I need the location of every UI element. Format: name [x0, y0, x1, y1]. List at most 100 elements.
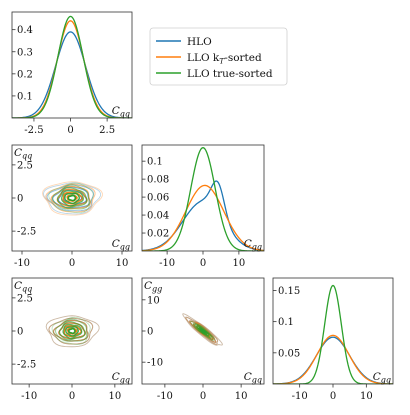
x-tick-label: 10 [235, 391, 248, 402]
legend-label-llo-kt: LLO kT-sorted [187, 52, 262, 66]
panel-cgq-marginal: -10 0 10 0.05 0.1 0.15 Cgq [272, 277, 394, 402]
series-llo-true-sorted-contours [48, 182, 94, 214]
x-tick-label: -10 [21, 391, 37, 402]
contour-level [48, 317, 94, 345]
x-tick-label: 10 [116, 258, 129, 269]
x-tick-label: 0 [200, 391, 206, 402]
panel-cqq-marginal: -2.5 0 2.5 0.1 0.2 0.3 0.4 Cqq [11, 11, 133, 136]
panel-cgq-vs-cqq: -10 0 10 -2.5 0 2.5 Cgq Cqq [11, 277, 133, 402]
y-tick-label: 0.05 [278, 348, 300, 359]
x-tick-label: 0 [200, 258, 206, 269]
x-tick-label: -10 [292, 391, 308, 402]
contour-level [190, 320, 216, 342]
y-tick-label: 0 [17, 327, 23, 338]
y-tick-label: 2.5 [17, 160, 33, 171]
legend-label-hlo: HLO [187, 36, 212, 48]
y-tick-label: -2.5 [17, 360, 36, 371]
axes-frame [11, 11, 133, 119]
plot-area [41, 181, 103, 216]
x-tick-label: -2.5 [24, 125, 43, 136]
y-tick-label: 0.1 [17, 91, 33, 102]
series-llo-true-sorted-contours [190, 320, 216, 342]
x-tick-label: 10 [233, 258, 246, 269]
contour-level [62, 323, 83, 339]
series-llo-kt-sorted-contours [41, 181, 103, 216]
y-tick-label: 0.02 [147, 229, 169, 240]
series-hlo-line [142, 180, 264, 251]
contour-level [51, 186, 91, 209]
y-tick-label: 0 [147, 327, 153, 338]
y-axis-label: Cqq [14, 280, 32, 294]
legend: HLO LLO kT-sorted LLO true-sorted [149, 27, 288, 86]
x-tick-label: -10 [157, 391, 173, 402]
x-axis-label: Cgq [373, 371, 391, 385]
contour-level [65, 326, 79, 337]
contour-level [41, 181, 103, 216]
contour-level [182, 313, 223, 346]
contour-level [182, 313, 223, 346]
y-tick-label: 0.15 [278, 286, 300, 297]
y-axis-label: Cgg [144, 280, 162, 294]
y-tick-label: -10 [147, 358, 163, 369]
y-tick-label: 2.5 [17, 293, 33, 304]
x-tick-label: -10 [14, 258, 30, 269]
contour-level [48, 182, 94, 214]
contour-level [60, 190, 84, 207]
contour-level [189, 320, 217, 343]
x-tick-label: -10 [159, 258, 175, 269]
x-tick-label: 0 [69, 391, 75, 402]
y-tick-label: 0.08 [147, 175, 169, 186]
y-tick-label: -2.5 [17, 227, 36, 238]
contour-level [46, 184, 95, 212]
contour-level [194, 324, 212, 339]
panel-cgg-marginal: -10 0 10 0.02 0.04 0.06 0.08 0.1 Cgg [141, 144, 265, 269]
x-axis-label: Cgq [112, 371, 130, 385]
legend-label-llo-true: LLO true-sorted [187, 68, 273, 80]
contour-level [68, 327, 76, 335]
y-tick-label: 0 [17, 194, 23, 205]
x-tick-label: 0 [69, 258, 75, 269]
panel-cgq-vs-cgg: -10 0 10 -10 0 10 Cgq Cgg [141, 277, 265, 402]
contour-level [45, 315, 100, 348]
plot-area [45, 315, 100, 348]
y-tick-label: 0.06 [147, 193, 169, 204]
x-tick-label: 10 [360, 391, 373, 402]
series-llo-true-sorted-line [12, 15, 132, 118]
x-tick-label: 0 [67, 125, 73, 136]
series-llo-kt-sorted-contours [45, 315, 100, 348]
contour-level [45, 183, 96, 213]
contour-level [58, 320, 86, 341]
x-axis-label: Cqg [112, 238, 130, 252]
y-tick-label: 0.1 [147, 157, 163, 168]
x-axis-label: Cqq [112, 105, 130, 119]
y-tick-label: 0.04 [147, 211, 169, 222]
series-llo-kt-sorted-line [273, 334, 393, 384]
y-tick-label: 0.4 [17, 25, 33, 36]
contour-level [45, 315, 100, 348]
contour-level [56, 187, 88, 209]
contour-level [57, 189, 88, 207]
contour-level [67, 194, 77, 202]
contour-level [48, 317, 94, 345]
y-tick-label: 0.3 [17, 47, 33, 58]
contour-level [185, 316, 219, 345]
contour-level [185, 316, 219, 345]
x-axis-label: Cgg [244, 238, 262, 252]
plot-area [273, 284, 393, 384]
series-llo-true-sorted-line [273, 284, 393, 384]
contour-level [52, 184, 90, 210]
contour-level [54, 318, 88, 342]
series-hlo-line [12, 31, 132, 118]
plot-area [12, 15, 132, 118]
contour-level [52, 319, 89, 342]
series-llo-true-sorted-contours [51, 316, 91, 345]
plot-area [142, 147, 264, 251]
x-tick-label: 10 [108, 391, 121, 402]
series-llo-true-sorted-line [142, 147, 264, 251]
contour-level [192, 322, 214, 340]
x-tick-label: 2.5 [99, 125, 115, 136]
x-tick-label: 0 [330, 391, 336, 402]
legend-box [149, 27, 288, 86]
y-tick-label: 0.1 [278, 317, 294, 328]
